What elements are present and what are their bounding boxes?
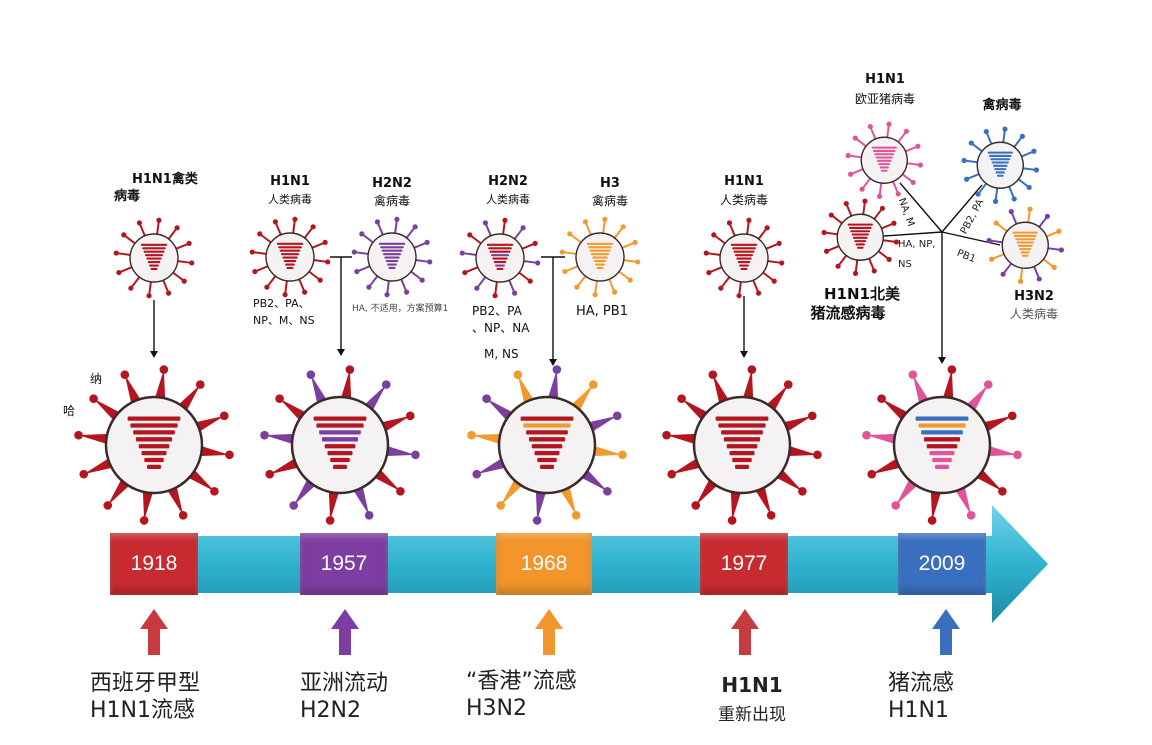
segments-1957-avian: HA, 不适用，方案预算1 (352, 304, 449, 314)
virus-1957-result (260, 365, 420, 525)
label-2009-na-type: 猪流感病毒 (810, 304, 886, 322)
label-2009-avian: 禽病毒 (982, 98, 1022, 113)
branch-2009-h3n2 (941, 231, 1001, 246)
caption-1977-line1: H1N1 (721, 673, 783, 697)
virus-2009-avian (961, 126, 1039, 204)
caption-1968-line2: H3N2 (466, 696, 527, 721)
virus-1968-result (467, 365, 627, 525)
ha-label: 哈 (63, 404, 76, 418)
label-1968-human-type: 人类病毒 (486, 193, 530, 206)
arrow-2009-head (938, 357, 946, 364)
label-1957-human-type: 人类病毒 (268, 193, 312, 206)
up-arrow-1968 (535, 609, 563, 655)
segments-1968-avian: HA, PB1 (576, 304, 628, 319)
segments-2009-ns: NS (898, 259, 912, 270)
arrow-1957-head (337, 349, 345, 356)
year-box-1968: 1968 (496, 533, 592, 595)
caption-1977-line2: 重新出现 (718, 705, 786, 725)
virus-1957-avian-h2n2 (351, 216, 433, 298)
virus-1957-human-h1n1 (249, 216, 331, 298)
segments-1957-human-1: PB2、PA、 (253, 297, 310, 310)
virus-1977-human-h1n1 (703, 217, 785, 299)
arrow-1968-head (549, 359, 557, 366)
branch-2009-na (883, 231, 943, 237)
label-1957-avian-strain: H2N2 (372, 176, 412, 191)
up-arrow-2009 (932, 609, 960, 655)
label-1957-human-strain: H1N1 (270, 174, 310, 189)
arrow-1918-head (150, 351, 158, 358)
caption-1957-line2: H2N2 (300, 698, 361, 723)
segments-2009-hanp: HA, NP, (898, 239, 936, 250)
na-label: 纳 (90, 372, 103, 386)
label-1918-type: 病毒 (114, 189, 141, 204)
label-2009-h3-type: 人类病毒 (1009, 307, 1059, 321)
caption-2009-line2: H1N1 (888, 698, 949, 723)
segments-1968-mns: M, NS (484, 347, 519, 361)
caption-2009-line1: 猪流感 (888, 671, 955, 696)
label-2009-h3-strain: H3N2 (1014, 289, 1054, 304)
up-arrow-1957 (331, 609, 359, 655)
label-1918-strain: H1N1禽类 (132, 172, 198, 187)
label-1977-strain: H1N1 (724, 174, 764, 189)
label-2009-eurasian-type: 欧亚猪病毒 (854, 92, 916, 106)
label-1968-human-strain: H2N2 (488, 174, 528, 189)
arrow-1977-head (740, 351, 748, 358)
segments-1957-human-2: NP、M、NS (253, 314, 315, 327)
caption-1918-line1: 西班牙甲型 (90, 671, 201, 696)
segments-1968-human-1: PB2、PA (472, 304, 522, 318)
virus-1968-avian-h3 (559, 216, 641, 298)
virus-2009-result (862, 365, 1022, 525)
virus-1918-result (74, 365, 234, 525)
up-arrow-1977 (731, 609, 759, 655)
label-1968-avian-strain: H3 (600, 176, 620, 191)
up-arrow-1918 (140, 609, 168, 655)
year-box-1957: 1957 (300, 533, 388, 595)
caption-1968-line1: “香港”流感 (466, 669, 577, 694)
label-1977-type: 人类病毒 (719, 193, 769, 207)
branch-2009-avian (941, 184, 983, 233)
virus-1918-avian-h1n1 (113, 217, 195, 299)
virus-2009-eurasian-swine (845, 121, 923, 199)
segments-1968-human-2: 、NP、NA (472, 321, 530, 335)
caption-1918-line2: H1N1流感 (90, 698, 195, 723)
virus-1968-human-h2n2 (459, 217, 541, 299)
virus-2009-na-swine (821, 198, 899, 276)
label-1968-avian-type: 禽病毒 (591, 194, 629, 208)
branch-2009-eurasian (899, 182, 943, 233)
virus-1977-result (662, 365, 822, 525)
label-2009-na-strain: H1N1北美 (824, 285, 900, 303)
label-2009-eurasian-strain: H1N1 (865, 72, 905, 87)
year-box-1977: 1977 (700, 533, 788, 595)
caption-1957-line1: 亚洲流动 (300, 671, 389, 696)
label-1957-avian-type: 禽病毒 (373, 194, 411, 208)
year-box-2009: 2009 (898, 533, 986, 595)
year-box-1918: 1918 (110, 533, 198, 595)
virus-2009-human-h3n2 (986, 206, 1064, 284)
